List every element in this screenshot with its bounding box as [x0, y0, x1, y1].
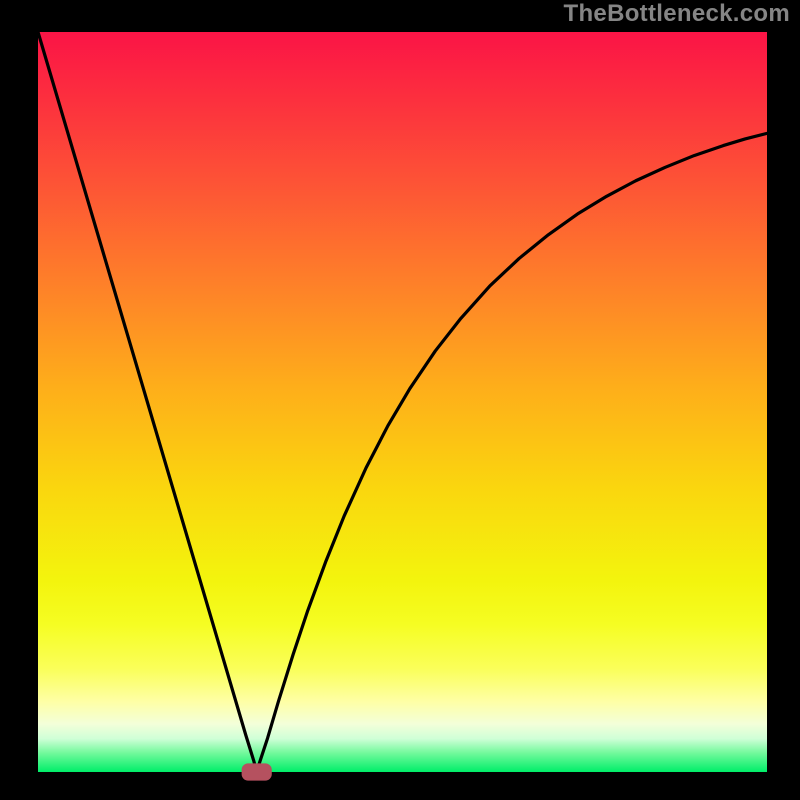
chart-svg	[0, 0, 800, 800]
watermark-text: TheBottleneck.com	[564, 0, 790, 28]
minimum-marker	[242, 764, 271, 780]
chart-stage: TheBottleneck.com	[0, 0, 800, 800]
